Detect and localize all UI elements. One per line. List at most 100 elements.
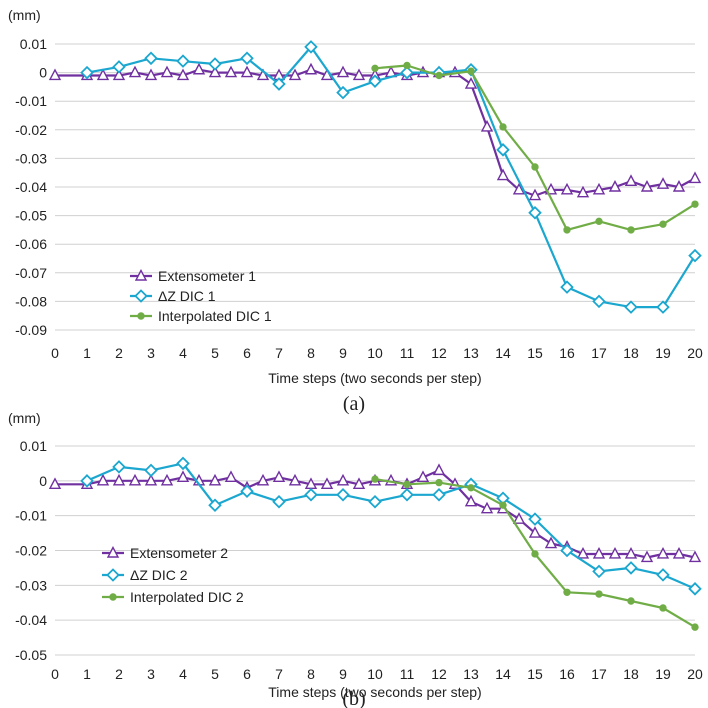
data-point (352, 68, 366, 81)
data-point (240, 51, 254, 66)
data-point (176, 456, 190, 471)
data-point (496, 143, 510, 157)
data-point (160, 65, 174, 78)
data-point (112, 60, 126, 74)
data-point (144, 473, 158, 486)
x-tick-label: 15 (527, 666, 543, 682)
x-tick-label: 3 (147, 666, 155, 682)
data-point (272, 77, 286, 91)
data-point (480, 119, 494, 132)
data-point (403, 61, 411, 70)
x-tick-label: 6 (243, 666, 251, 682)
data-point (656, 568, 670, 582)
legend-label: ΔZ DIC 1 (158, 288, 216, 304)
x-tick-label: 19 (655, 666, 671, 682)
y-tick-label: -0.05 (15, 647, 47, 663)
data-point (688, 248, 702, 263)
data-point (272, 470, 286, 483)
data-point (499, 123, 507, 131)
y-tick-label: 0 (39, 65, 47, 81)
data-point (416, 470, 430, 483)
x-tick-label: 11 (400, 345, 415, 361)
data-point (640, 179, 654, 192)
data-point (592, 182, 606, 195)
data-point (80, 474, 94, 488)
data-point (336, 473, 350, 486)
data-point (528, 526, 542, 538)
data-point (96, 473, 110, 486)
data-point (112, 68, 126, 81)
data-point (96, 68, 110, 81)
x-tick-label: 19 (655, 345, 671, 361)
x-tick-label: 13 (463, 345, 479, 361)
data-point (208, 473, 222, 486)
legend-marker (106, 568, 120, 582)
data-point (672, 546, 686, 559)
x-tick-label: 3 (147, 345, 155, 361)
data-point (528, 205, 542, 220)
data-point (272, 494, 286, 509)
data-point (672, 179, 686, 192)
x-tick-label: 4 (179, 666, 187, 682)
data-point (208, 498, 222, 512)
chart-b: (mm)0.010-0.01-0.02-0.03-0.04-0.050 1 2 3 4 5… (8, 410, 703, 708)
x-tick-label: 9 (339, 666, 347, 682)
data-point (688, 550, 702, 563)
x-tick-label: 14 (495, 666, 511, 682)
data-point (192, 62, 206, 75)
data-point (224, 470, 238, 483)
legend-marker (137, 312, 145, 320)
legend-label: Interpolated DIC 2 (130, 589, 244, 605)
data-point (435, 478, 443, 487)
data-point (336, 487, 350, 502)
x-tick-label: 10 (367, 345, 383, 361)
data-point (688, 582, 702, 596)
x-tick-label: 7 (275, 666, 283, 682)
data-point (128, 473, 142, 486)
legend-label: ΔZ DIC 2 (130, 567, 188, 583)
data-point (563, 226, 571, 234)
series-line (55, 68, 696, 197)
x-tick-label: 12 (431, 345, 447, 361)
y-tick-label: -0.02 (15, 543, 47, 559)
data-point (656, 177, 670, 189)
data-point (435, 71, 443, 80)
unit-label: (mm) (8, 7, 41, 23)
data-point (464, 77, 478, 89)
y-tick-label: 0.01 (20, 36, 47, 52)
data-point (371, 64, 379, 73)
data-point (144, 68, 158, 81)
data-point (352, 477, 366, 490)
data-point (288, 68, 302, 81)
x-tick-label: 16 (559, 666, 575, 682)
data-point (531, 550, 539, 558)
y-tick-label: -0.04 (15, 612, 47, 628)
data-point (659, 604, 667, 612)
x-tick-label: 17 (591, 666, 607, 682)
legend-marker (109, 593, 117, 601)
data-point (592, 564, 606, 579)
data-point (624, 561, 638, 575)
x-tick-label: 13 (463, 666, 479, 682)
y-tick-label: -0.05 (15, 208, 47, 224)
legend-label: Extensometer 2 (130, 545, 228, 561)
series-circle (371, 61, 699, 234)
data-point (627, 597, 635, 605)
data-point (336, 85, 350, 100)
data-point (659, 220, 667, 228)
data-point (480, 501, 494, 514)
x-tick-label: 14 (495, 345, 511, 361)
data-point (560, 543, 574, 558)
data-point (544, 536, 558, 549)
x-tick-label: 9 (339, 345, 347, 361)
legend-label: Extensometer 1 (158, 268, 256, 284)
data-point (595, 217, 603, 226)
data-point (288, 473, 302, 486)
legend: Extensometer 1 ΔZ DIC 1 Interpolated DIC 1 (130, 268, 272, 324)
series-circle (371, 475, 699, 631)
data-point (464, 494, 478, 507)
legend-marker (106, 545, 120, 558)
data-point (128, 65, 142, 78)
data-point (560, 182, 574, 195)
data-point (208, 57, 222, 71)
